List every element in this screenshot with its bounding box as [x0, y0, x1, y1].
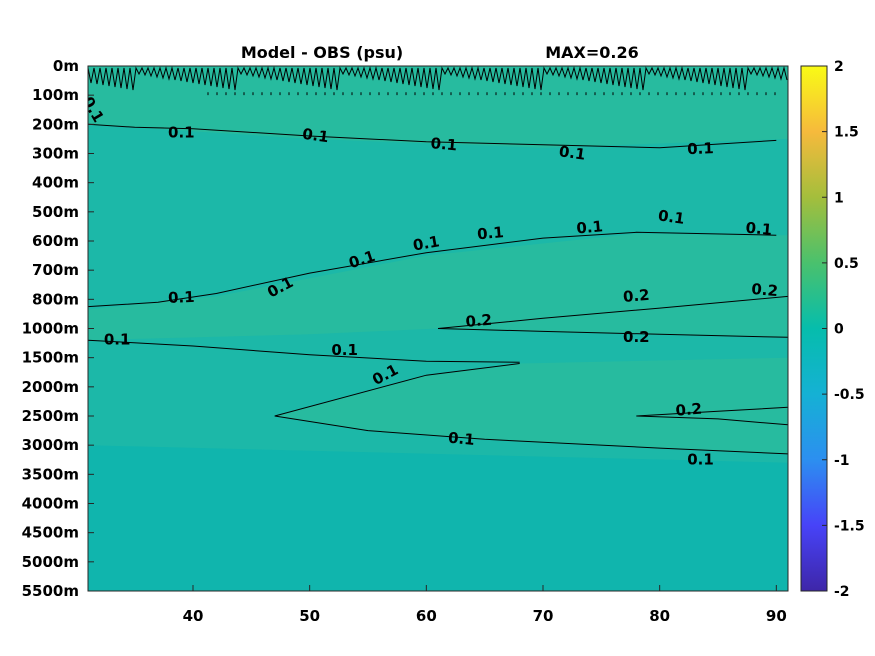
field-patch-intermediate [88, 233, 788, 341]
contour-label: 0.1 [412, 232, 441, 254]
y-tick-label: 600m [32, 232, 79, 250]
colorbar-tick-label: 2 [834, 59, 844, 75]
colorbar: 2 1.5 1 0.5 0 -0.5 -1 -1.5 -2 [800, 59, 865, 600]
x-tick-label: 70 [533, 607, 554, 625]
colorbar-tick-label: 1.5 [834, 125, 859, 141]
y-tick-label: 3500m [22, 465, 79, 483]
contour-label: 0.2 [675, 400, 703, 420]
y-tick-label: 500m [32, 203, 79, 221]
y-axis-ticks: 0m 100m 200m 300m 400m 500m 600m 700m 800m 1000m 1… [22, 57, 94, 600]
y-tick-label: 700m [32, 261, 79, 279]
contour-label: 0.2 [623, 328, 650, 346]
contour-line-0 [88, 123, 777, 149]
x-tick-label: 40 [183, 607, 204, 625]
field-patch-surface [88, 66, 788, 148]
contour-label: 0.2 [622, 286, 650, 306]
contour-label: 0.1 [331, 341, 358, 359]
contour-label: 0.1 [168, 124, 195, 142]
colorbar-tick-label: 0.5 [834, 256, 859, 272]
colorbar-tick-label: -0.5 [834, 387, 865, 403]
y-tick-label: 4000m [22, 495, 79, 513]
colorbar-tick-label: 0 [834, 322, 844, 338]
contour-label: 0.1 [687, 139, 714, 158]
contour-label: 0.1 [745, 219, 773, 239]
contour-label: 0.1 [168, 288, 195, 307]
x-tick-label: 60 [416, 607, 437, 625]
x-tick-label: 90 [766, 607, 787, 625]
colorbar-tick-label: -2 [834, 584, 850, 600]
y-tick-label: 100m [32, 86, 79, 104]
y-tick-label: 1000m [22, 320, 79, 338]
colorbar-tick-label: -1 [834, 453, 850, 469]
contour-label: 0.1 [430, 134, 458, 154]
contour-label: 0.1 [576, 217, 604, 237]
contour-label: 0.1 [687, 450, 714, 468]
plot-area: 0.1 0.1 0.1 0.1 0.1 0.1 0.1 0.1 0.1 0.1 0.1 0.1 0.1 0… [88, 66, 788, 591]
y-tick-label: 5000m [22, 553, 79, 571]
x-tick-label: 80 [649, 607, 670, 625]
contour-label: 0.2 [465, 311, 493, 331]
y-tick-label: 1500m [22, 349, 79, 367]
contour-line-6 [636, 406, 788, 426]
field-patches [88, 66, 788, 591]
y-tick-label: 400m [32, 174, 79, 192]
y-tick-label: 2500m [22, 407, 79, 425]
contour-label: 0.1 [301, 125, 330, 147]
field-patch-abyssal [88, 445, 788, 591]
surface-contour-noise [88, 66, 788, 96]
contour-line-3 [437, 328, 788, 338]
y-tick-label: 300m [32, 145, 79, 163]
contour-label: 0.1 [476, 223, 504, 243]
y-tick-label: 3000m [22, 436, 79, 454]
x-tick-label: 50 [299, 607, 320, 625]
colorbar-ticks: 2 1.5 1 0.5 0 -0.5 -1 -1.5 -2 [822, 59, 865, 600]
y-tick-label: 2000m [22, 378, 79, 396]
contour-line-1 [88, 231, 777, 308]
colorbar-tick-label: -1.5 [834, 518, 865, 534]
surface-noise-line [88, 66, 788, 91]
contour-lines [88, 123, 788, 455]
contour-line-2 [437, 295, 788, 329]
contour-label: 0.2 [751, 280, 779, 300]
contour-label: 0.1 [657, 206, 686, 228]
y-tick-label: 0m [53, 57, 79, 75]
contour-label: 0.1 [104, 331, 131, 349]
contour-label: 0.1 [558, 142, 587, 164]
y-tick-label: 4500m [22, 524, 79, 542]
max-value-label: MAX=0.26 [545, 43, 639, 62]
y-tick-label: 200m [32, 115, 79, 133]
contour-line-4 [88, 339, 520, 363]
y-tick-label: 5500m [22, 582, 79, 600]
colorbar-tick-label: 1 [834, 190, 844, 206]
chart-title: Model - OBS (psu) [241, 43, 403, 62]
contour-label: 0.1 [447, 429, 475, 449]
x-axis-ticks: 40 50 60 70 80 90 [183, 585, 787, 625]
contour-line-5 [274, 363, 788, 455]
y-tick-label: 800m [32, 290, 79, 308]
